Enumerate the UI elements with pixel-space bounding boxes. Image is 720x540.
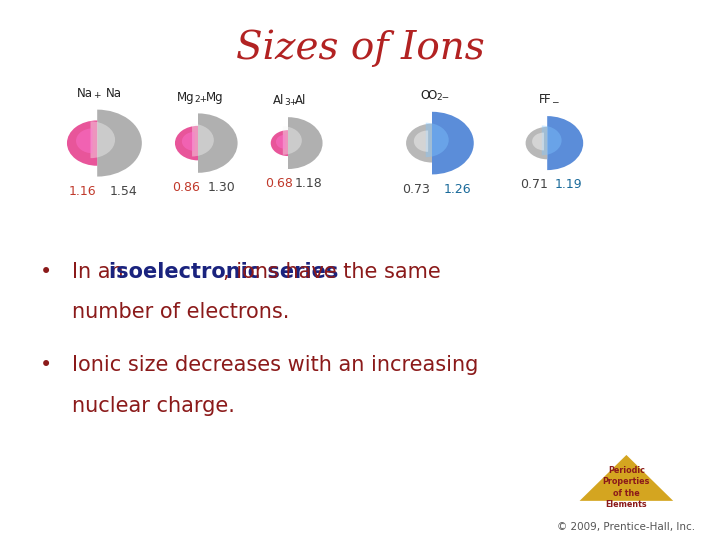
Text: 1.26: 1.26 bbox=[444, 183, 471, 195]
Wedge shape bbox=[432, 112, 474, 174]
Wedge shape bbox=[91, 122, 115, 158]
Text: In an: In an bbox=[72, 262, 130, 282]
Wedge shape bbox=[283, 126, 302, 155]
Text: F: F bbox=[539, 93, 546, 106]
Text: Periodic: Periodic bbox=[608, 466, 645, 475]
Text: F: F bbox=[544, 93, 551, 106]
Text: 0.71: 0.71 bbox=[521, 178, 548, 191]
Wedge shape bbox=[426, 123, 449, 157]
Wedge shape bbox=[276, 134, 285, 149]
Text: O: O bbox=[427, 89, 436, 102]
Wedge shape bbox=[182, 132, 194, 151]
Text: Na: Na bbox=[106, 87, 122, 100]
Text: O: O bbox=[420, 89, 430, 102]
Text: 1.30: 1.30 bbox=[208, 181, 235, 194]
Wedge shape bbox=[192, 124, 214, 157]
Text: Mg: Mg bbox=[176, 91, 194, 104]
Text: Sizes of Ions: Sizes of Ions bbox=[235, 30, 485, 67]
Text: Al: Al bbox=[295, 94, 306, 107]
Wedge shape bbox=[406, 124, 432, 163]
Wedge shape bbox=[532, 133, 544, 150]
Wedge shape bbox=[542, 126, 562, 156]
Text: Properties: Properties bbox=[603, 477, 650, 487]
Wedge shape bbox=[198, 113, 238, 173]
Text: 1.16: 1.16 bbox=[68, 185, 96, 198]
Text: 2−: 2− bbox=[436, 93, 449, 102]
Wedge shape bbox=[97, 110, 142, 177]
Text: 0.68: 0.68 bbox=[266, 177, 293, 190]
Text: Ionic size decreases with an increasing: Ionic size decreases with an increasing bbox=[72, 355, 478, 375]
Text: 1.19: 1.19 bbox=[555, 178, 582, 191]
Text: nuclear charge.: nuclear charge. bbox=[72, 395, 235, 416]
Text: , ions have the same: , ions have the same bbox=[223, 262, 441, 282]
Wedge shape bbox=[76, 129, 93, 153]
Text: 1.18: 1.18 bbox=[295, 177, 323, 190]
Wedge shape bbox=[271, 130, 288, 156]
Text: of the: of the bbox=[613, 489, 640, 498]
Text: 3+: 3+ bbox=[284, 98, 298, 107]
Polygon shape bbox=[580, 455, 673, 501]
Text: 0.86: 0.86 bbox=[173, 181, 200, 194]
Text: isoelectronic series: isoelectronic series bbox=[109, 262, 339, 282]
Text: Al: Al bbox=[273, 94, 284, 107]
Text: −: − bbox=[551, 97, 558, 106]
Text: Mg: Mg bbox=[206, 91, 223, 104]
Wedge shape bbox=[288, 117, 323, 169]
Text: +: + bbox=[93, 91, 100, 100]
Text: 2+: 2+ bbox=[194, 94, 207, 104]
Text: 1.54: 1.54 bbox=[110, 185, 138, 198]
Text: •: • bbox=[40, 355, 52, 375]
Text: © 2009, Prentice-Hall, Inc.: © 2009, Prentice-Hall, Inc. bbox=[557, 522, 695, 532]
Text: number of electrons.: number of electrons. bbox=[72, 302, 289, 322]
Text: 0.73: 0.73 bbox=[402, 183, 431, 195]
Text: Na: Na bbox=[77, 87, 93, 100]
Wedge shape bbox=[547, 116, 583, 170]
Text: Elements: Elements bbox=[606, 500, 647, 509]
Wedge shape bbox=[175, 126, 198, 160]
Wedge shape bbox=[67, 120, 97, 166]
Wedge shape bbox=[414, 131, 428, 152]
Text: •: • bbox=[40, 262, 52, 282]
Wedge shape bbox=[526, 127, 547, 159]
